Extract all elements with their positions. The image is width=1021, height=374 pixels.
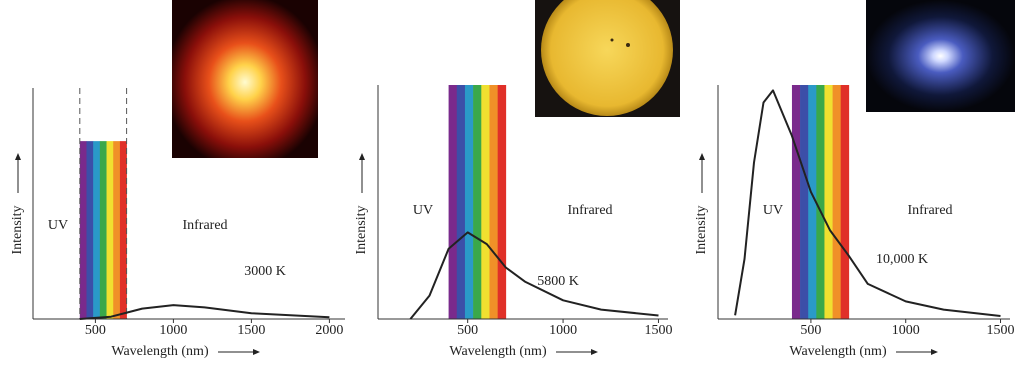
x-arrow-head: [591, 349, 598, 355]
x-axis-label: Wavelength (nm): [111, 344, 209, 359]
y-arrow-head: [359, 153, 365, 160]
sunspot: [626, 43, 630, 47]
y-arrow-head: [699, 153, 705, 160]
band-stripe: [119, 141, 127, 319]
temperature-label: 3000 K: [244, 264, 286, 279]
curve: [734, 89, 1001, 317]
band-stripe: [456, 85, 466, 319]
band-stripe: [816, 85, 825, 319]
curve: [79, 304, 330, 320]
x-axis-label: Wavelength (nm): [789, 344, 887, 359]
region-infrared: Infrared: [567, 203, 612, 218]
band-stripe: [99, 141, 107, 319]
band-stripe: [464, 85, 474, 319]
x-axis-label: Wavelength (nm): [449, 344, 547, 359]
x-tick-label: 500: [85, 323, 106, 338]
red-star-photo: [172, 0, 318, 158]
temperature-label: 5800 K: [537, 274, 579, 289]
x-tick-label: 1000: [892, 323, 920, 338]
x-tick-label: 1000: [159, 323, 187, 338]
x-tick-label: 500: [800, 323, 821, 338]
band-stripe: [473, 85, 482, 319]
band-stripe: [800, 85, 809, 319]
band-stripe: [448, 85, 458, 319]
x-tick-label: 1000: [549, 323, 577, 338]
band-stripe: [489, 85, 498, 319]
band-stripe: [93, 141, 101, 319]
temperature-label: 10,000 K: [876, 252, 928, 267]
region-uv: UV: [763, 203, 783, 218]
visible-band: [448, 85, 507, 319]
band-stripe: [840, 85, 850, 319]
band-stripe: [832, 85, 842, 319]
region-uv: UV: [48, 218, 68, 233]
x-arrow-head: [253, 349, 260, 355]
x-tick-label: 1500: [644, 323, 672, 338]
band-stripe: [808, 85, 817, 319]
region-infrared: Infrared: [907, 203, 952, 218]
x-tick-label: 500: [457, 323, 478, 338]
y-axis-label: Intensity: [10, 206, 25, 255]
sunspot: [610, 38, 614, 42]
x-tick-label: 1500: [237, 323, 265, 338]
x-tick-label: 1500: [987, 323, 1015, 338]
curve: [409, 231, 659, 320]
blue-star-photo: [866, 0, 1015, 112]
visible-band: [79, 141, 127, 319]
band-stripe: [481, 85, 490, 319]
x-tick-label: 2000: [315, 323, 343, 338]
band-stripe: [791, 85, 801, 319]
region-uv: UV: [413, 203, 433, 218]
x-arrow-head: [931, 349, 938, 355]
visible-band: [791, 85, 850, 319]
y-axis-label: Intensity: [354, 206, 369, 255]
band-stripe: [824, 85, 833, 319]
band-stripe: [497, 85, 507, 319]
region-infrared: Infrared: [182, 218, 227, 233]
band-stripe: [86, 141, 94, 319]
y-axis-label: Intensity: [694, 206, 709, 255]
band-stripe: [79, 141, 87, 319]
band-stripe: [106, 141, 114, 319]
y-arrow-head: [15, 153, 21, 160]
band-stripe: [113, 141, 121, 319]
sun-photo: [541, 0, 673, 116]
